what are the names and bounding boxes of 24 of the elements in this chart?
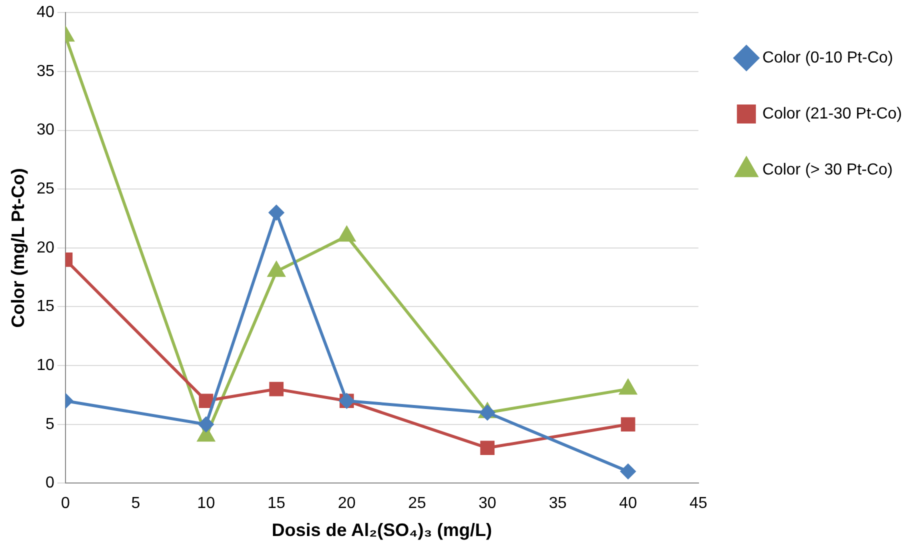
x-tick-label: 5 xyxy=(131,495,140,512)
y-tick-label: 20 xyxy=(36,239,54,256)
x-tick-label: 45 xyxy=(690,495,708,512)
x-tick-label: 15 xyxy=(268,495,286,512)
y-axis-title: Color (mg/L Pt-Co) xyxy=(8,168,28,328)
y-tick-label: 40 xyxy=(36,4,54,22)
y-tick-label: 10 xyxy=(36,356,54,374)
y-tick-label: 35 xyxy=(36,62,54,80)
legend-label: Color (0-10 Pt-Co) xyxy=(762,49,894,66)
x-axis-title: Dosis de Al₂(SO₄)₃ (mg/L) xyxy=(272,520,492,540)
x-tick-label: 25 xyxy=(408,495,426,512)
x-tick-label: 10 xyxy=(197,495,216,512)
legend-label: Color (21-30 Pt-Co) xyxy=(762,105,902,122)
x-tick-label: 0 xyxy=(60,495,70,512)
x-tick-label: 35 xyxy=(548,495,567,512)
y-tick-label: 15 xyxy=(36,298,54,316)
y-tick-label: 30 xyxy=(36,122,54,139)
y-tick-label: 5 xyxy=(45,416,54,433)
x-tick-label: 30 xyxy=(478,495,496,512)
y-tick-label: 0 xyxy=(45,474,54,492)
legend-label: Color (> 30 Pt-Co) xyxy=(762,161,893,178)
x-tick-label: 20 xyxy=(338,495,356,512)
y-tick-label: 25 xyxy=(36,180,54,198)
x-tick-label: 40 xyxy=(619,495,638,512)
